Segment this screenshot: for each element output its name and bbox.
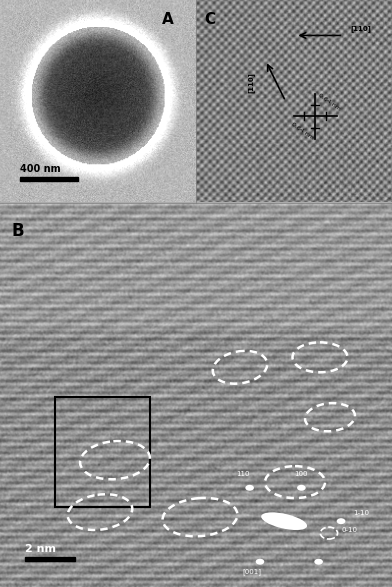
Text: C: C [204,12,215,27]
Bar [20,177,78,181]
Text: [110]: [110] [350,25,371,32]
Text: A: A [162,12,173,27]
Text: 400 nm: 400 nm [20,164,60,174]
Text: [110]: [110] [247,72,254,93]
Bar [25,557,75,561]
Text: 0.64 nm: 0.64 nm [318,93,341,112]
Text: 2 nm: 2 nm [25,544,56,554]
Bar [55,397,150,507]
Text: 0.64 nm: 0.64 nm [290,122,315,140]
Text: B: B [12,222,25,241]
